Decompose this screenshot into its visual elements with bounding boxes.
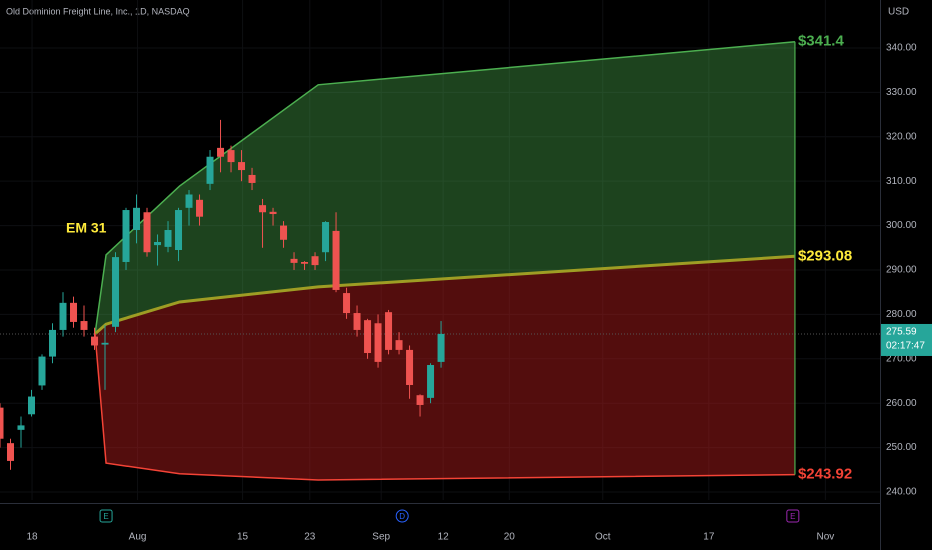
annotation: $341.4 xyxy=(798,33,845,50)
candle-body xyxy=(259,205,267,213)
candle-body xyxy=(0,407,4,439)
y-tick-label: 290.00 xyxy=(886,265,917,276)
annotation: EM 31 xyxy=(66,220,107,236)
candle-body xyxy=(343,293,351,314)
x-tick-label: Nov xyxy=(816,532,834,543)
candle-body xyxy=(28,396,36,415)
cone-upper-line xyxy=(94,40,796,335)
y-tick-label: 240.00 xyxy=(886,487,917,498)
countdown-label: 02:17:47 xyxy=(886,341,925,352)
event-marker xyxy=(786,509,800,523)
event-label: E xyxy=(790,512,795,521)
candle-body xyxy=(49,329,57,357)
candle-body xyxy=(206,156,214,184)
x-tick-label: 17 xyxy=(703,532,715,543)
y-tick-label: 330.00 xyxy=(886,87,917,98)
x-tick-label: 18 xyxy=(26,532,38,543)
candle-body xyxy=(112,257,120,327)
y-tick-label: 260.00 xyxy=(886,398,917,409)
candle-body xyxy=(332,230,340,290)
chart-title: Old Dominion Freight Line, Inc., 1D, NAS… xyxy=(6,6,190,16)
candle-body xyxy=(322,222,330,253)
candle-body xyxy=(17,425,25,430)
candle-body xyxy=(227,150,235,163)
cone-mid-line xyxy=(94,254,796,336)
candle-body xyxy=(385,312,393,350)
event-label: D xyxy=(399,512,405,521)
currency-label: USD xyxy=(888,7,909,18)
lower-zone xyxy=(95,256,795,481)
candle-body xyxy=(143,212,151,253)
x-tick-label: Aug xyxy=(129,532,147,543)
candle-body xyxy=(122,210,130,262)
candle-body xyxy=(38,356,46,386)
x-tick-label: 15 xyxy=(237,532,249,543)
candle-body xyxy=(175,210,183,250)
candle-body xyxy=(91,336,99,346)
candle-body xyxy=(406,349,414,385)
candle-body xyxy=(59,302,67,330)
cone-lower-line xyxy=(94,333,795,481)
x-tick-label: 23 xyxy=(304,532,316,543)
event-marker xyxy=(395,509,409,523)
event-marker xyxy=(99,509,113,523)
x-tick-label: Oct xyxy=(595,532,611,543)
candle-body xyxy=(395,340,403,350)
upper-zone xyxy=(95,41,795,334)
x-tick-label: Sep xyxy=(372,532,390,543)
candle-body xyxy=(353,313,361,330)
candle-body xyxy=(80,321,88,330)
x-tick-label: 12 xyxy=(438,532,450,543)
candle-body xyxy=(238,162,246,171)
candle-body xyxy=(269,211,277,215)
candle-body xyxy=(416,395,424,405)
candle-body xyxy=(301,261,309,264)
candle-body xyxy=(185,194,193,208)
x-tick-label: 20 xyxy=(504,532,516,543)
candle-body xyxy=(196,199,204,217)
candle-body xyxy=(374,323,382,362)
candle-body xyxy=(217,147,225,157)
last-price-box xyxy=(881,323,932,356)
candle-body xyxy=(280,225,288,240)
last-price-label: 275.59 xyxy=(886,327,917,338)
y-tick-label: 250.00 xyxy=(886,442,917,453)
candle-body xyxy=(154,242,162,246)
y-tick-label: 270.00 xyxy=(886,353,917,364)
annotation: $243.92 xyxy=(798,466,852,483)
event-label: E xyxy=(103,512,108,521)
y-tick-label: 310.00 xyxy=(886,176,917,187)
candle-body xyxy=(437,333,445,362)
y-tick-label: 300.00 xyxy=(886,220,917,231)
candle-body xyxy=(101,342,109,345)
candle-body xyxy=(133,207,141,231)
candle-body xyxy=(290,258,298,263)
y-tick-label: 280.00 xyxy=(886,309,917,320)
annotation: $293.08 xyxy=(798,247,852,264)
candle-body xyxy=(164,230,172,247)
candle-body xyxy=(70,302,78,322)
candle-body xyxy=(427,365,435,398)
y-tick-label: 320.00 xyxy=(886,131,917,142)
candle-body xyxy=(364,320,372,354)
candle-body xyxy=(7,443,15,461)
y-tick-label: 340.00 xyxy=(886,43,917,54)
candle-body xyxy=(311,256,319,266)
candle-body xyxy=(248,174,256,183)
